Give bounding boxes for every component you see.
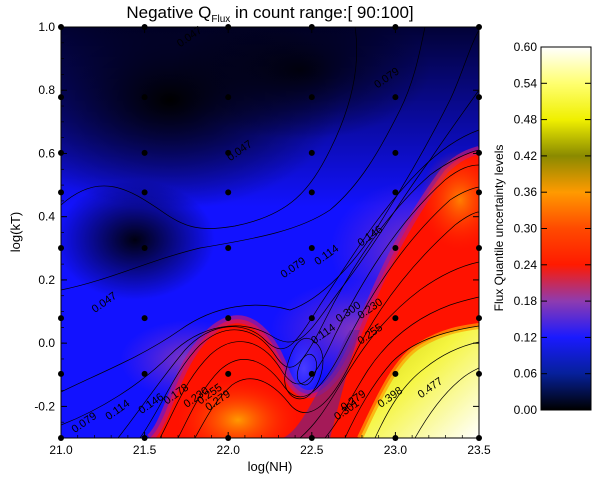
colorbar-tick-label: 0.36 bbox=[514, 185, 538, 199]
grid-point bbox=[308, 149, 315, 156]
chart-title: Negative QFlux in count range:[ 90:100] bbox=[126, 3, 413, 25]
grid-point bbox=[141, 94, 148, 101]
grid-point bbox=[225, 244, 232, 251]
x-tick-label: 21.0 bbox=[49, 443, 73, 457]
colorbar-tick-label: 0.42 bbox=[514, 149, 538, 163]
chart-title-suffix: in count range:[ 90:100] bbox=[230, 3, 413, 22]
colorbar-tick-label: 0.54 bbox=[514, 76, 538, 90]
grid-point bbox=[141, 149, 148, 156]
colorbar-tick-label: 0.60 bbox=[514, 40, 538, 54]
y-tick-label: 0.0 bbox=[38, 336, 55, 350]
colorbar-tick-label: 0.12 bbox=[514, 330, 538, 344]
colorbar-tick-label: 0.48 bbox=[514, 113, 538, 127]
colorbar bbox=[541, 47, 591, 410]
grid-point bbox=[141, 189, 148, 196]
colorbar-tick-label: 0.18 bbox=[514, 294, 538, 308]
x-tick-label: 21.5 bbox=[133, 443, 157, 457]
grid-point bbox=[225, 189, 232, 196]
y-tick-label: -0.2 bbox=[34, 399, 55, 413]
y-tick-label: 1.0 bbox=[38, 20, 55, 34]
x-tick-label: 22.5 bbox=[300, 443, 324, 457]
grid-point bbox=[392, 244, 399, 251]
grid-point bbox=[392, 370, 399, 377]
y-tick-label: 0.8 bbox=[38, 83, 55, 97]
grid-point bbox=[225, 94, 232, 101]
contour-lines bbox=[61, 27, 479, 438]
colorbar-tick-label: 0.06 bbox=[514, 367, 538, 381]
y-tick-label: 0.4 bbox=[38, 210, 55, 224]
grid-point bbox=[308, 370, 315, 377]
grid-point bbox=[392, 315, 399, 322]
y-axis: -0.2 0.0 0.2 0.4 0.6 0.8 1.0 bbox=[34, 20, 479, 439]
heatmap-field bbox=[61, 27, 479, 438]
x-tick-label: 22.0 bbox=[217, 443, 241, 457]
grid-point bbox=[392, 189, 399, 196]
x-axis: 21.0 21.5 22.0 22.5 23.0 23.5 bbox=[49, 27, 491, 457]
grid-point bbox=[392, 94, 399, 101]
grid-point bbox=[225, 149, 232, 156]
colorbar-tick-label: 0.24 bbox=[514, 258, 538, 272]
grid-point bbox=[225, 315, 232, 322]
x-tick-label: 23.5 bbox=[467, 443, 491, 457]
colorbar-tick-label: 0.00 bbox=[514, 403, 538, 417]
colorbar-ticks: 0.00 0.06 0.12 0.18 0.24 0.30 0.36 0.42 0.48 0.54… bbox=[514, 40, 591, 417]
grid-point bbox=[141, 244, 148, 251]
y-axis-label: log(kT) bbox=[8, 212, 23, 252]
colorbar-label: Flux Quantile uncertainty levels bbox=[492, 145, 506, 312]
chart-title-subscript: Flux bbox=[211, 14, 230, 25]
y-tick-label: 0.2 bbox=[38, 273, 55, 287]
grid-point bbox=[225, 370, 232, 377]
grid-point bbox=[308, 244, 315, 251]
grid-point bbox=[141, 370, 148, 377]
colorbar-tick-label: 0.30 bbox=[514, 222, 538, 236]
x-tick-label: 23.0 bbox=[384, 443, 408, 457]
grid-point bbox=[308, 189, 315, 196]
grid-point bbox=[141, 315, 148, 322]
chart-title-prefix: Negative Q bbox=[126, 3, 211, 22]
grid-point bbox=[308, 315, 315, 322]
x-axis-label: log(NH) bbox=[248, 459, 293, 474]
grid-point bbox=[392, 149, 399, 156]
grid-point bbox=[308, 94, 315, 101]
y-tick-label: 0.6 bbox=[38, 146, 55, 160]
